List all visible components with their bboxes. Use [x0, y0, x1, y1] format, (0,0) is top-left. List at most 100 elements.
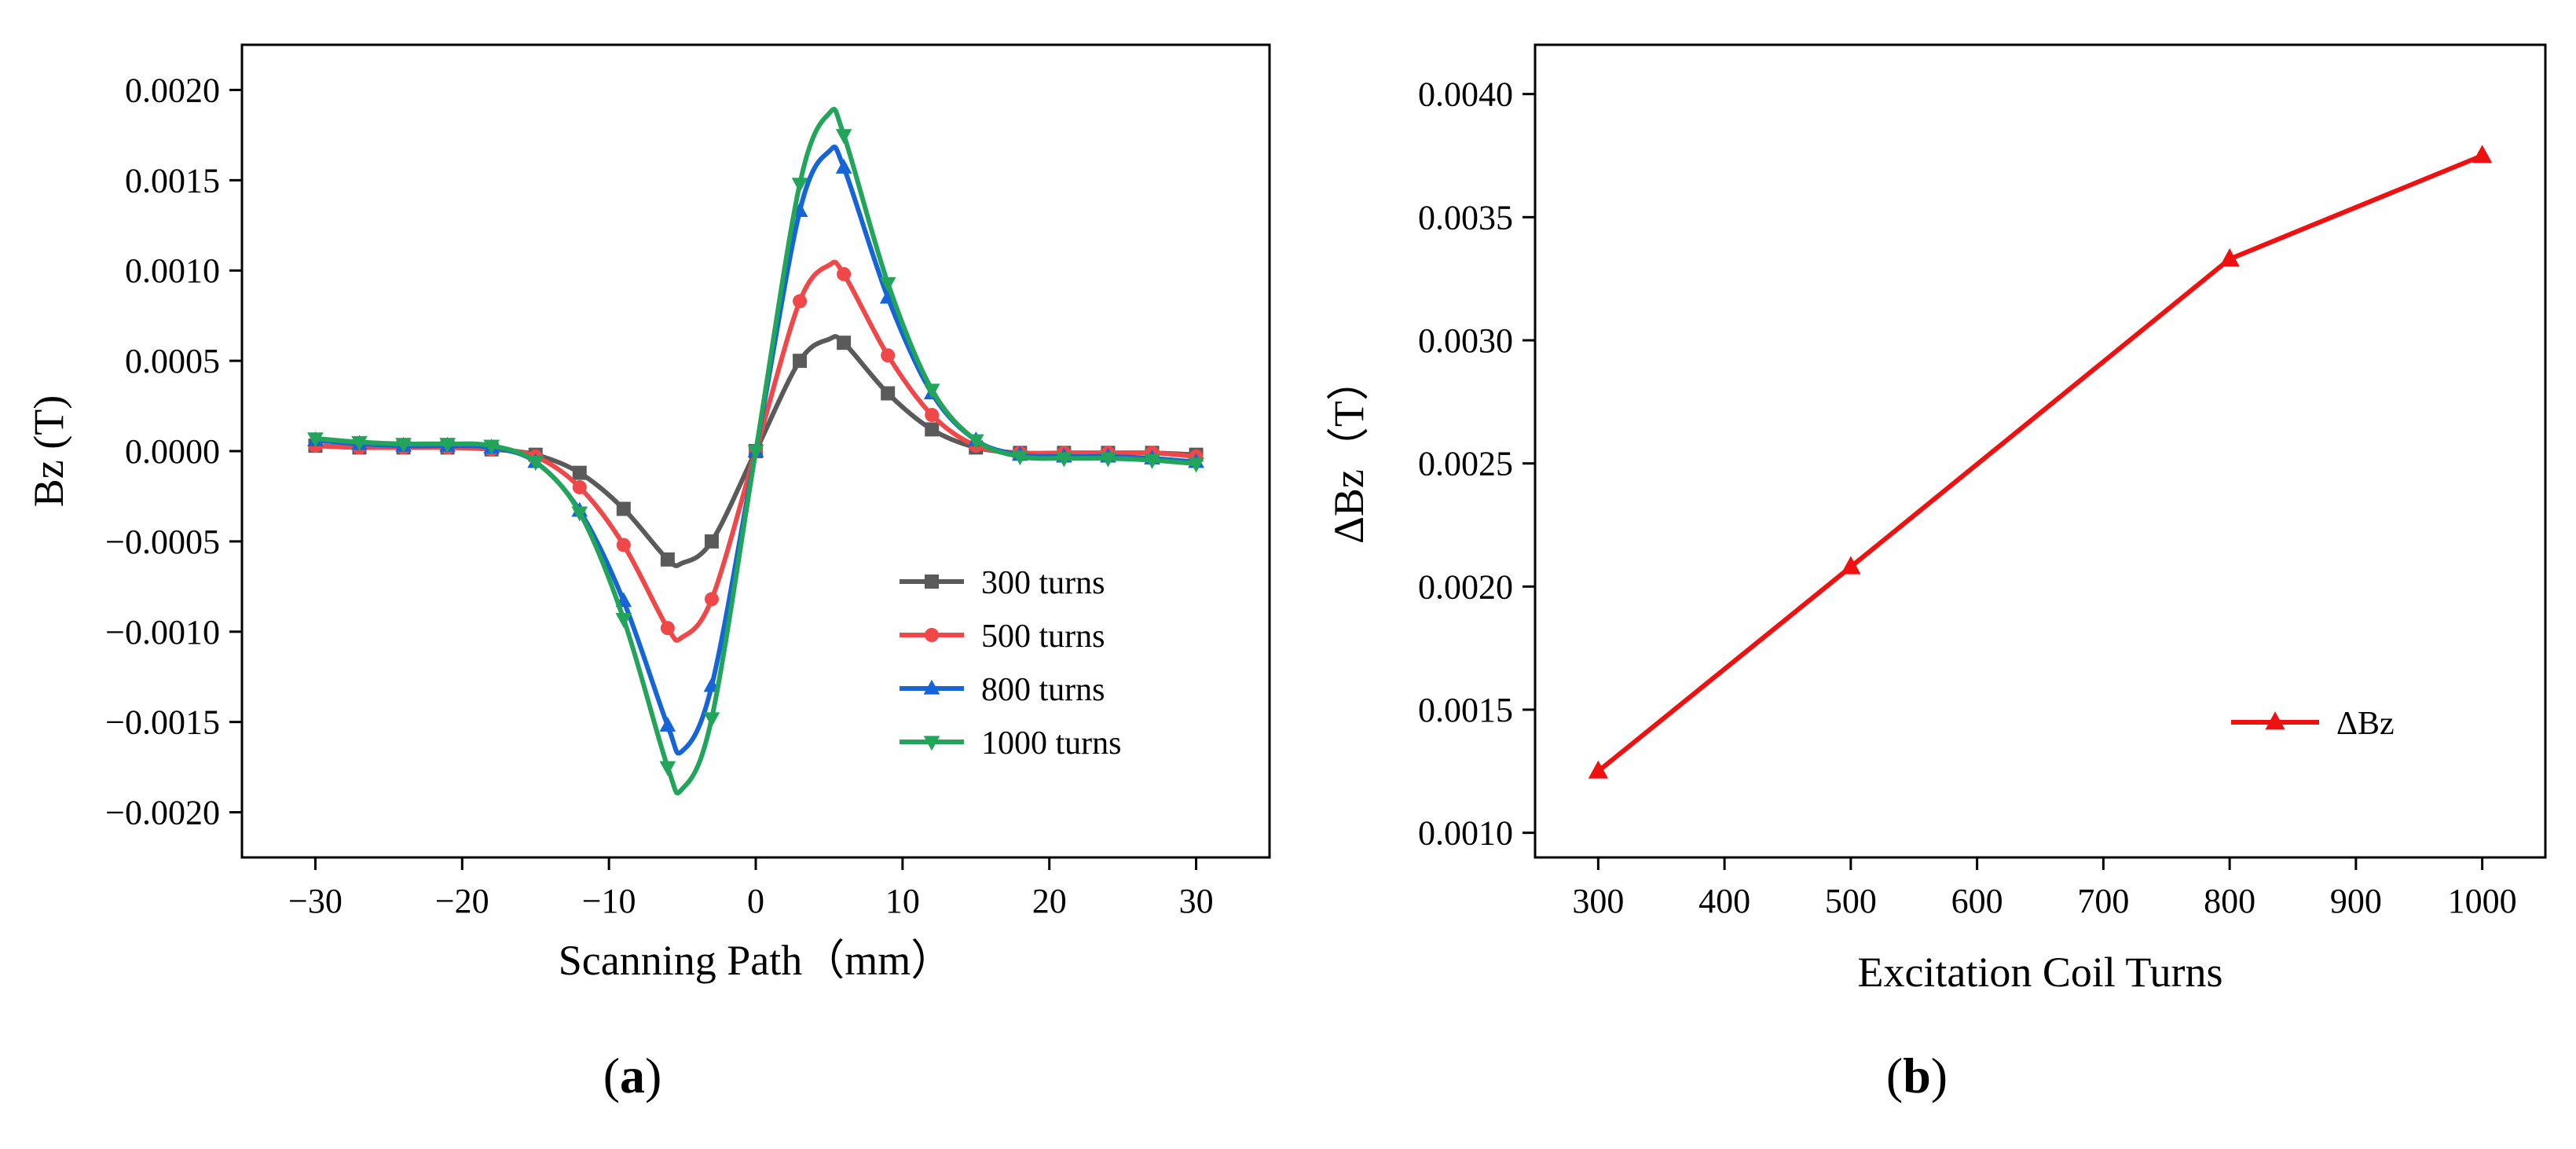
x-tick-label: 700 — [2077, 882, 2129, 920]
data-point — [439, 438, 456, 453]
data-point — [747, 445, 764, 461]
data-point — [659, 761, 676, 776]
legend-label: 1000 turns — [981, 725, 1122, 762]
y-tick-label: 0.0010 — [1418, 814, 1513, 853]
data-point — [351, 435, 368, 451]
y-tick-label: 0.0015 — [1418, 691, 1513, 729]
data-point — [791, 178, 808, 193]
y-tick-label: 0.0025 — [1418, 445, 1513, 483]
data-point — [616, 538, 631, 552]
x-tick-label: −20 — [435, 882, 489, 920]
data-point — [1011, 450, 1028, 466]
data-point — [881, 386, 896, 401]
legend-marker — [925, 628, 939, 642]
data-point — [704, 592, 719, 607]
data-point — [483, 439, 500, 455]
panel-b-y-axis-title: ΔBz（T） — [1325, 358, 1372, 544]
data-point — [571, 506, 588, 522]
y-tick-label: −0.0010 — [105, 613, 220, 652]
data-point — [616, 501, 631, 516]
panel-b-plot-frame — [1534, 43, 2547, 859]
x-tick-label: −30 — [288, 882, 343, 920]
data-point — [1841, 556, 1861, 574]
data-point — [835, 158, 852, 174]
data-point — [837, 266, 852, 281]
x-tick-label: 1000 — [2448, 882, 2517, 920]
y-tick-label: 0.0015 — [125, 161, 220, 200]
data-point — [659, 717, 676, 732]
legend-label: 500 turns — [981, 619, 1105, 655]
legend-label: 800 turns — [981, 672, 1105, 708]
data-point — [1100, 452, 1116, 468]
x-tick-label: 20 — [1032, 882, 1067, 920]
panel-b-label: (b) — [1886, 1048, 1948, 1103]
panel-b-series — [1588, 145, 2493, 779]
y-tick-label: −0.0005 — [105, 523, 220, 561]
x-tick-label: 30 — [1179, 882, 1214, 920]
x-tick-label: 800 — [2204, 882, 2255, 920]
data-point — [703, 712, 720, 728]
panel-b-x-axis-title: Excitation Coil Turns — [1857, 949, 2222, 996]
data-point — [1056, 452, 1072, 468]
data-point — [923, 384, 940, 399]
legend-marker — [923, 679, 940, 695]
data-point — [1588, 760, 1609, 779]
data-point — [572, 465, 587, 480]
data-point — [2472, 145, 2493, 163]
series-line — [1596, 153, 2483, 773]
y-tick-label: 0.0035 — [1418, 198, 1513, 237]
data-point — [1188, 457, 1204, 473]
legend-marker — [923, 736, 940, 751]
x-tick-label: 400 — [1698, 882, 1750, 920]
y-tick-label: −0.0020 — [105, 794, 220, 832]
data-point — [1144, 453, 1160, 469]
y-tick-label: 0.0000 — [125, 432, 220, 471]
data-point — [307, 432, 324, 448]
panel-a-bz-vs-scanning-path: −30 −20 −10 0 10 20 30 −0.0020 −0.0015 −0.0010 −0.… — [25, 43, 1271, 1103]
data-point — [925, 422, 940, 437]
data-point — [704, 534, 719, 549]
x-tick-label: 300 — [1572, 882, 1624, 920]
y-tick-label: 0.0020 — [1418, 567, 1513, 606]
panel-a-legend: 300 turns 500 turns 800 turns 1000 turns — [900, 565, 1122, 762]
y-tick-label: 0.0010 — [125, 251, 220, 290]
panel-b-delta-bz-vs-coil-turns: 300 400 500 600 700 800 900 1000 0.0010 0.0015 0.0… — [1325, 43, 2547, 1103]
data-point — [660, 552, 675, 567]
x-tick-label: 600 — [1951, 882, 2003, 920]
data-point — [793, 294, 808, 309]
x-tick-label: −10 — [582, 882, 636, 920]
data-point — [572, 479, 587, 494]
x-tick-label: 900 — [2330, 882, 2382, 920]
data-point — [835, 129, 852, 145]
panel-a-label: (a) — [603, 1048, 662, 1103]
data-point — [660, 621, 675, 636]
data-point — [879, 277, 896, 292]
data-point — [837, 336, 852, 351]
data-point — [527, 456, 544, 472]
data-point — [881, 348, 896, 363]
legend-label: ΔBz — [2336, 706, 2395, 742]
panel-a-series — [307, 107, 1204, 795]
y-tick-label: −0.0015 — [105, 703, 220, 742]
data-point — [793, 354, 808, 369]
panel-a-y-axis-title: Bz (T) — [25, 395, 72, 507]
y-tick-label: 0.0040 — [1418, 75, 1513, 114]
data-point — [615, 613, 632, 628]
panel-b-axes: 300 400 500 600 700 800 900 1000 0.0010 0.0015 0.0… — [1418, 75, 2517, 920]
data-point — [2219, 248, 2240, 266]
data-point — [395, 438, 412, 453]
y-tick-label: 0.0020 — [125, 71, 220, 109]
legend-label: 300 turns — [981, 565, 1105, 601]
series-1000-turns — [307, 107, 1204, 795]
panel-a-x-axis-title: Scanning Path（mm） — [559, 937, 953, 984]
panel-b-legend: ΔBz — [2231, 706, 2395, 742]
legend-marker — [925, 574, 939, 589]
x-tick-label: 500 — [1825, 882, 1877, 920]
data-point — [967, 434, 984, 450]
x-tick-label: 10 — [885, 882, 920, 920]
y-tick-label: 0.0030 — [1418, 321, 1513, 360]
legend-marker — [2265, 711, 2285, 730]
data-point — [925, 408, 940, 423]
y-tick-label: 0.0005 — [125, 342, 220, 380]
